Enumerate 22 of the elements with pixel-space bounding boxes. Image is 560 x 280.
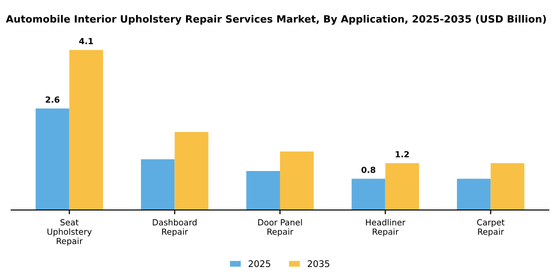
legend-label: 2035 <box>308 260 330 268</box>
x-tick-label: Dashboard Repair <box>152 219 197 236</box>
x-tick-label: Seat Upholstery Repair <box>47 219 92 246</box>
data-label: 1.2 <box>396 151 409 158</box>
chart-title: Automobile Interior Upholstery Repair Services Market, By Application, 2025-2035 (USD Billion) <box>6 14 546 25</box>
bar <box>352 178 386 210</box>
bar <box>456 178 491 210</box>
x-tick-label: Headliner Repair <box>366 219 406 236</box>
data-label: 4.1 <box>79 38 94 44</box>
bar <box>174 132 208 210</box>
bar <box>36 108 70 210</box>
bar <box>246 170 280 210</box>
bar <box>69 50 104 210</box>
bar <box>140 159 175 210</box>
bar <box>280 151 314 210</box>
data-label: 0.8 <box>361 166 376 173</box>
x-tick-label: Carpet Repair <box>477 219 504 236</box>
data-label: 2.6 <box>46 96 60 103</box>
bar <box>490 163 524 210</box>
bar <box>385 163 420 210</box>
x-tick-label: Door Panel Repair <box>258 219 302 236</box>
legend-label: 2025 <box>248 260 270 268</box>
